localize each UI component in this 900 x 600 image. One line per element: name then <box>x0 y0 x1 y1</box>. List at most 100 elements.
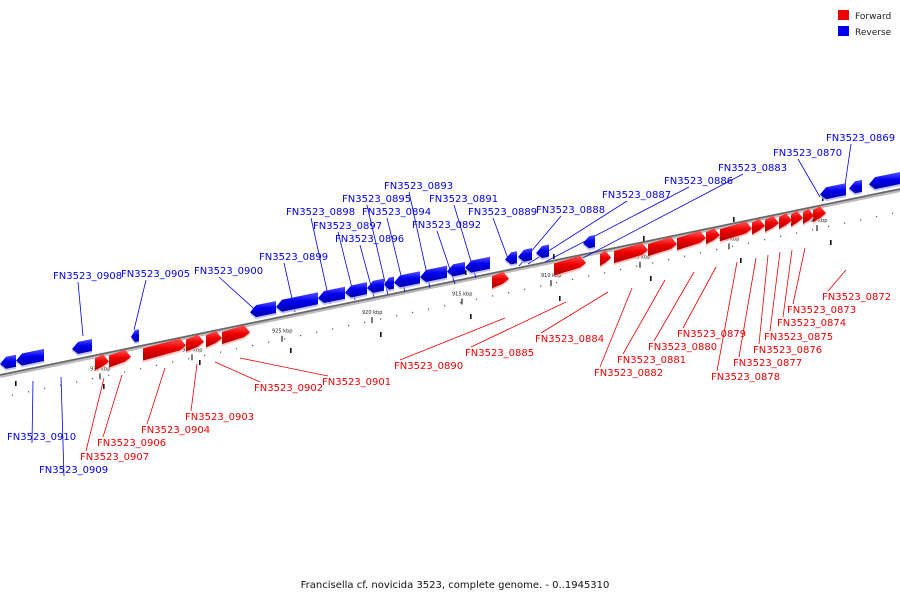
gene-label: FN3523_0909 <box>39 465 108 476</box>
gene-fn3523_0875[interactable] <box>779 213 792 232</box>
legend-reverse-label: Reverse <box>855 28 892 38</box>
gene-label: FN3523_0904 <box>141 425 210 436</box>
gene-labels: FN3523_0872 FN3523_0873 FN3523_0874 FN3523_… <box>7 133 895 476</box>
gene-fn3523_0894[interactable] <box>394 271 420 290</box>
feature-marker <box>290 348 292 353</box>
gene-fn3523_0890[interactable] <box>492 271 509 291</box>
gene-connector <box>792 247 806 305</box>
gene-fn3523_0891[interactable] <box>465 256 490 275</box>
gene-fn3523_0883[interactable] <box>820 183 846 202</box>
gene-label: FN3523_0903 <box>185 412 254 423</box>
gene-fn3523_0896[interactable] <box>367 278 384 295</box>
gene-label: FN3523_0910 <box>7 432 76 443</box>
feature-marker <box>650 276 652 281</box>
gene-fn3523_0905[interactable] <box>131 329 139 345</box>
gene-label: FN3523_0877 <box>733 358 802 369</box>
gene-fn3523_0870[interactable] <box>849 179 862 196</box>
gene-connector <box>190 363 198 412</box>
gene-fn3523_0909[interactable] <box>0 354 16 371</box>
gene-fn3523_0902[interactable] <box>206 330 222 350</box>
gene-fn3523_0903[interactable] <box>186 334 204 354</box>
gene-connector <box>797 158 821 198</box>
gene-fn3523_0910[interactable] <box>16 348 44 368</box>
legend: Forward Reverse <box>838 10 892 38</box>
gene-label: FN3523_0876 <box>753 345 822 356</box>
gene-label: FN3523_0887 <box>602 190 671 201</box>
gene-fn3523_0893[interactable] <box>420 265 447 284</box>
scale-tick-label: 915 kbp <box>452 292 472 298</box>
gene-label: FN3523_0880 <box>648 342 717 353</box>
gene-label: FN3523_0878 <box>711 372 780 383</box>
feature-marker <box>465 270 467 275</box>
feature-marker <box>553 254 555 259</box>
gene-fn3523_0882[interactable] <box>614 242 648 266</box>
gene-fn3523_0906[interactable] <box>109 349 131 370</box>
gene-label: FN3523_0872 <box>822 292 891 303</box>
gene-fn3523_0901[interactable] <box>222 325 250 347</box>
gene-fn3523_0881[interactable] <box>648 236 677 259</box>
gene-label: FN3523_0883 <box>718 163 787 174</box>
gene-fn3523_0900[interactable] <box>250 300 276 320</box>
gene-fn3523_0873[interactable] <box>803 208 814 227</box>
gene-connector <box>682 266 717 329</box>
gene-fn3523_0897[interactable] <box>345 282 367 300</box>
feature-marker <box>199 360 201 365</box>
gene-fn3523_0874[interactable] <box>791 210 803 229</box>
gene-fn3523_0869[interactable] <box>869 172 900 192</box>
gene-connector <box>599 287 633 368</box>
gene-label: FN3523_0901 <box>322 377 391 388</box>
gene-label: FN3523_0890 <box>394 361 463 372</box>
gene-connector <box>827 269 847 292</box>
genome-caption: Francisella cf. novicida 3523, complete … <box>301 580 610 591</box>
gene-fn3523_0878[interactable] <box>720 221 752 244</box>
genome-backbone <box>0 188 900 378</box>
gene-fn3523_0886[interactable] <box>583 235 595 251</box>
feature-marker <box>103 384 105 389</box>
gene-connector <box>540 291 609 334</box>
scale-tick-label: 905 kbp <box>630 255 650 261</box>
gene-connector <box>582 173 744 259</box>
gene-fn3523_0887[interactable] <box>536 244 549 260</box>
gene-connector <box>492 217 511 265</box>
gene-label: FN3523_0908 <box>53 271 122 282</box>
gene-fn3523_0888[interactable] <box>518 248 532 264</box>
scale-tick-label: 910 kbp <box>541 273 561 279</box>
gene-fn3523_0898[interactable] <box>318 286 345 306</box>
gene-label: FN3523_0902 <box>254 383 323 394</box>
gene-connector <box>133 279 147 331</box>
gene-label: FN3523_0894 <box>362 207 431 218</box>
gene-fn3523_0885[interactable] <box>554 255 586 278</box>
gene-fn3523_0908[interactable] <box>72 338 92 356</box>
gene-fn3523_0872[interactable] <box>813 206 826 224</box>
gene-label: FN3523_0874 <box>777 318 846 329</box>
legend-forward-swatch <box>838 10 849 20</box>
gene-fn3523_0880[interactable] <box>677 230 706 253</box>
gene-fn3523_0877[interactable] <box>752 218 765 237</box>
gene-label: FN3523_0870 <box>773 148 842 159</box>
gene-fn3523_0892[interactable] <box>447 261 465 279</box>
gene-fn3523_0907[interactable] <box>95 354 109 373</box>
gene-label: FN3523_0891 <box>429 194 498 205</box>
gene-label: FN3523_0885 <box>465 348 534 359</box>
gene-connector <box>31 380 34 444</box>
legend-reverse-swatch <box>838 26 849 36</box>
gene-connector <box>60 376 65 477</box>
gene-fn3523_0895[interactable] <box>384 276 394 292</box>
gene-fn3523_0876[interactable] <box>765 215 779 234</box>
gene-label: FN3523_0888 <box>536 205 605 216</box>
gene-fn3523_0879[interactable] <box>706 227 720 247</box>
gene-label: FN3523_0886 <box>664 176 733 187</box>
gene-fn3523_0889[interactable] <box>505 251 517 267</box>
gene-connector <box>844 143 852 186</box>
gene-connector <box>310 217 331 305</box>
gene-fn3523_0899[interactable] <box>276 292 318 314</box>
gene-fn3523_0904[interactable] <box>143 338 186 363</box>
gene-label: FN3523_0907 <box>80 452 149 463</box>
gene-label: FN3523_0893 <box>384 181 453 192</box>
gene-fn3523_0884[interactable] <box>600 250 611 268</box>
gene-label: FN3523_0881 <box>617 355 686 366</box>
gene-connector <box>782 249 793 318</box>
gene-connector <box>470 301 567 348</box>
feature-marker <box>643 236 645 241</box>
